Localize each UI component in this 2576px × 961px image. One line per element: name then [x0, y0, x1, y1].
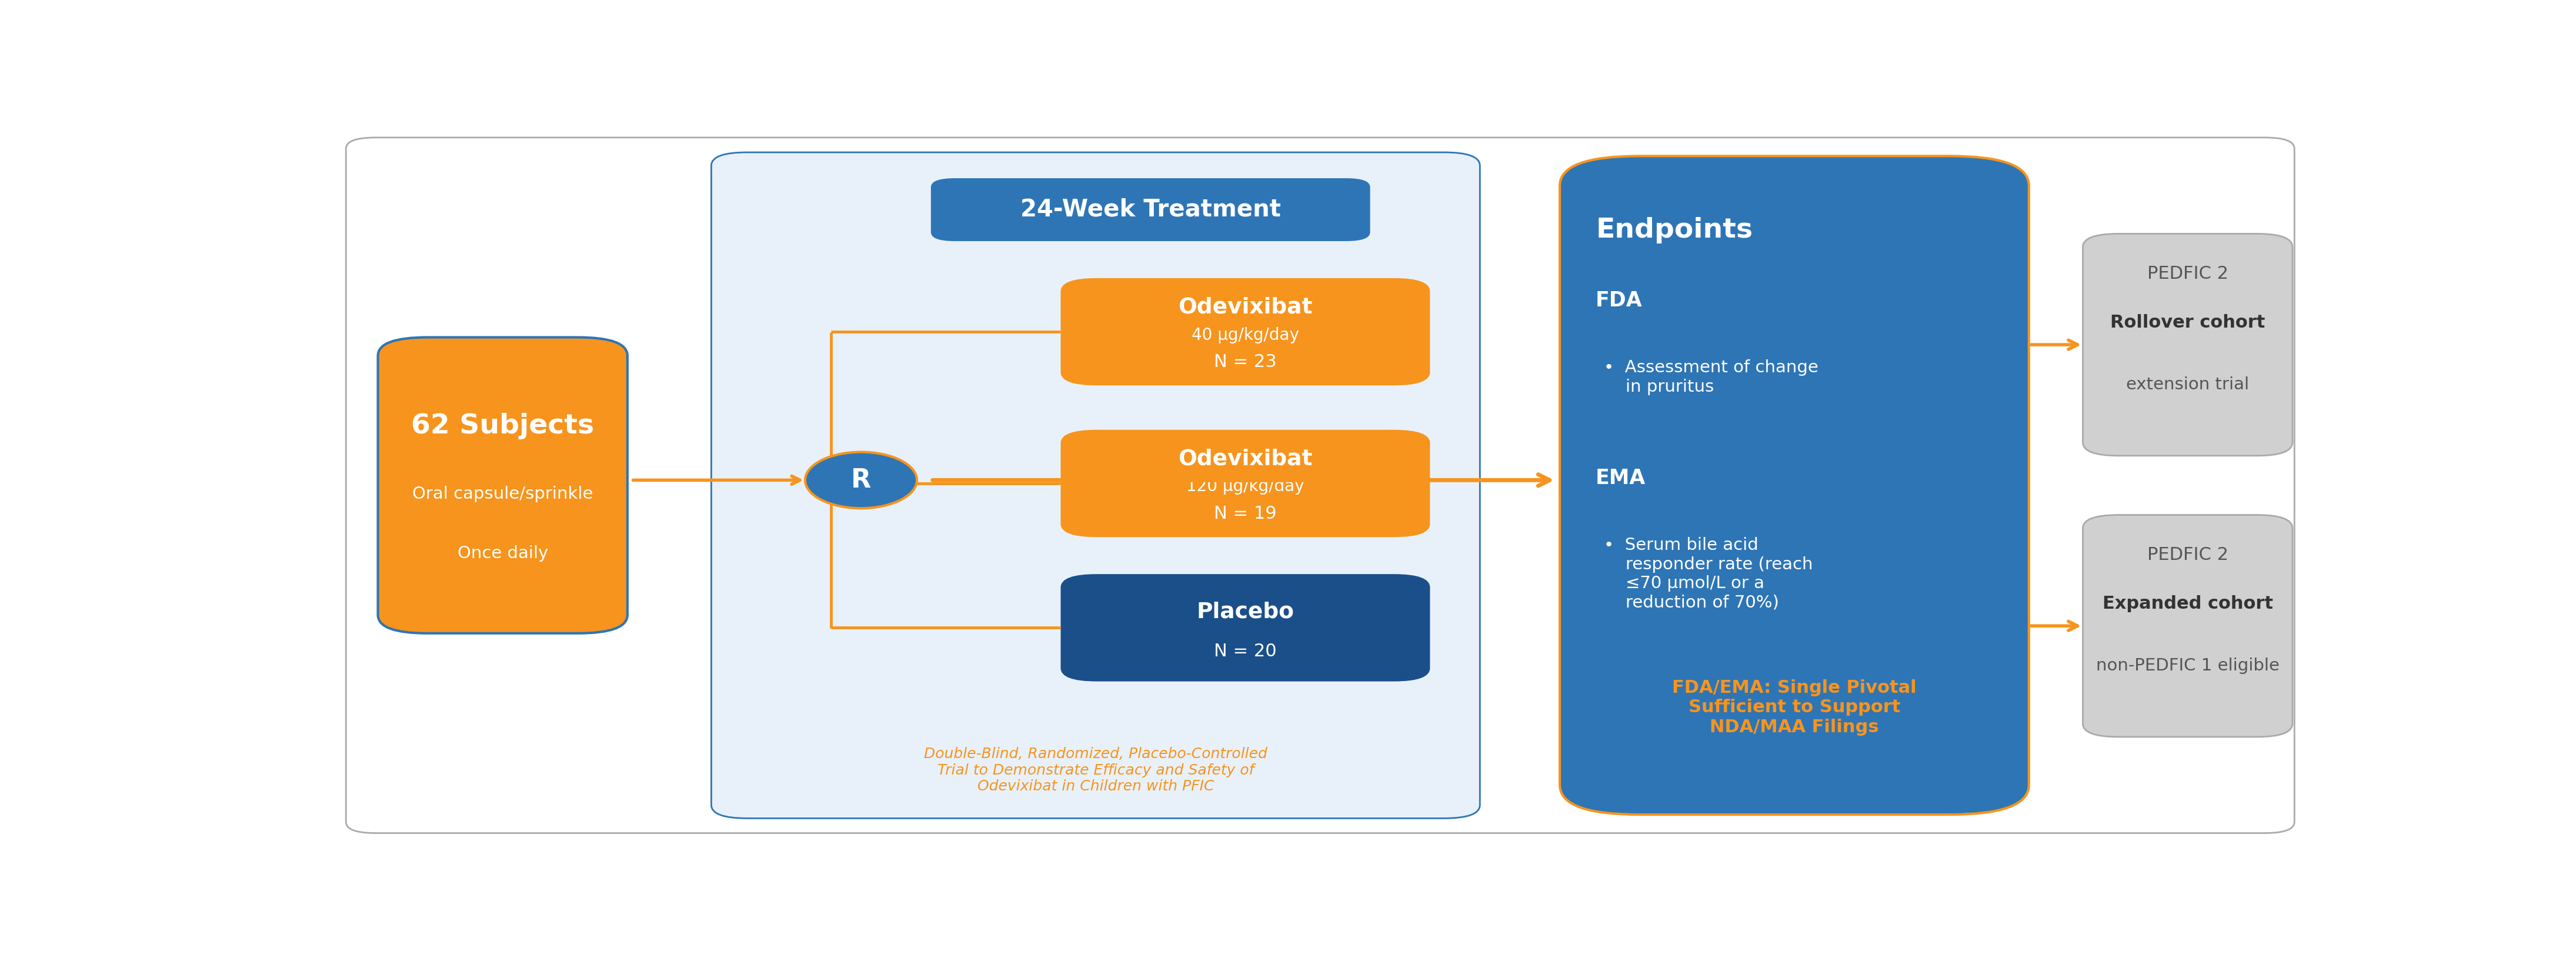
Text: 40 μg/kg/day: 40 μg/kg/day	[1193, 327, 1298, 343]
FancyBboxPatch shape	[2084, 234, 2293, 456]
Ellipse shape	[806, 452, 917, 508]
Text: N = 20: N = 20	[1213, 643, 1278, 660]
Text: FDA/EMA: Single Pivotal
Sufficient to Support
NDA/MAA Filings: FDA/EMA: Single Pivotal Sufficient to Su…	[1672, 679, 1917, 735]
FancyBboxPatch shape	[345, 137, 2295, 833]
FancyBboxPatch shape	[1061, 574, 1430, 681]
Text: Expanded cohort: Expanded cohort	[2102, 595, 2272, 612]
Text: PEDFIC 2: PEDFIC 2	[2146, 265, 2228, 283]
Text: Endpoints: Endpoints	[1595, 217, 1752, 243]
FancyBboxPatch shape	[711, 152, 1481, 819]
FancyBboxPatch shape	[1561, 156, 2030, 815]
Text: EMA: EMA	[1595, 468, 1646, 488]
Text: N = 23: N = 23	[1213, 354, 1278, 370]
Text: •  Serum bile acid
    responder rate (reach
    ≤70 μmol/L or a
    reduction o: • Serum bile acid responder rate (reach …	[1605, 537, 1814, 611]
Text: Rollover cohort: Rollover cohort	[2110, 314, 2264, 331]
Text: R: R	[850, 467, 871, 493]
Text: •  Assessment of change
    in pruritus: • Assessment of change in pruritus	[1605, 359, 1819, 395]
Text: PEDFIC 2: PEDFIC 2	[2146, 547, 2228, 563]
FancyBboxPatch shape	[379, 337, 629, 633]
Text: Oral capsule/sprinkle: Oral capsule/sprinkle	[412, 486, 592, 503]
Text: 24-Week Treatment: 24-Week Treatment	[1020, 198, 1280, 221]
FancyBboxPatch shape	[2084, 515, 2293, 737]
Text: FDA: FDA	[1595, 290, 1643, 310]
FancyBboxPatch shape	[930, 178, 1370, 241]
FancyBboxPatch shape	[1061, 430, 1430, 537]
Text: 120 μg/kg/day: 120 μg/kg/day	[1188, 479, 1303, 495]
Text: Once daily: Once daily	[459, 545, 549, 561]
Text: Placebo: Placebo	[1195, 601, 1293, 622]
Text: Odevixibat: Odevixibat	[1177, 448, 1314, 469]
Text: N = 19: N = 19	[1213, 505, 1278, 522]
Text: Double-Blind, Randomized, Placebo-Controlled
Trial to Demonstrate Efficacy and S: Double-Blind, Randomized, Placebo-Contro…	[925, 747, 1267, 794]
Text: non-PEDFIC 1 eligible: non-PEDFIC 1 eligible	[2097, 657, 2280, 674]
Text: extension trial: extension trial	[2125, 377, 2249, 393]
Text: 62 Subjects: 62 Subjects	[412, 413, 595, 439]
FancyBboxPatch shape	[1061, 278, 1430, 385]
Text: Odevixibat: Odevixibat	[1177, 297, 1314, 318]
